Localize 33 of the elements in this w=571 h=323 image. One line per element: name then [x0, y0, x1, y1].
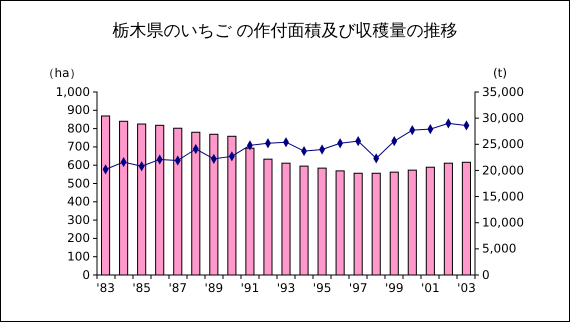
y-tick-label: 700 [67, 140, 90, 154]
y-tick-label: 200 [67, 231, 90, 246]
chart-title: 栃木県のいちご の作付面積及び収穫量の推移 [112, 21, 458, 41]
y-tick-label: 1,000 [56, 84, 90, 99]
y2-tick-label: 25,000 [482, 137, 524, 152]
y-tick-label: 400 [67, 194, 90, 209]
x-tick-label: '97 [348, 281, 368, 295]
x-tick-label: '01 [421, 281, 440, 295]
y-tick-label: 0 [82, 268, 90, 282]
y-tick-label: 900 [67, 103, 90, 118]
x-tick-label: '03 [457, 281, 476, 295]
x-tick-label: '91 [240, 281, 260, 295]
y-tick-label: 300 [67, 212, 90, 227]
y2-tick-label: 10,000 [482, 216, 524, 230]
y2-axis-title: (t) [492, 66, 508, 80]
y-axis-title: （ha） [42, 66, 82, 80]
y-tick-label: 500 [67, 176, 90, 190]
y2-tick-label: 30,000 [482, 110, 524, 125]
x-tick-label: '93 [276, 281, 296, 295]
y2-tick-label: 0 [482, 268, 490, 282]
y2-tick-label: 15,000 [482, 189, 524, 204]
y2-tick-label: 20,000 [482, 163, 524, 178]
y-tick-label: 600 [67, 158, 90, 172]
x-tick-label: '87 [168, 281, 188, 295]
x-tick-label: '85 [132, 281, 151, 295]
y2-tick-label: 5,000 [482, 242, 516, 256]
y-tick-label: 800 [67, 121, 90, 136]
x-tick-label: '89 [204, 281, 224, 295]
x-tick-label: '95 [312, 281, 332, 295]
y-tick-label: 100 [67, 250, 90, 264]
y2-tick-label: 35,000 [482, 84, 524, 99]
x-tick-label: '99 [384, 281, 404, 295]
x-tick-label: '83 [96, 281, 115, 295]
